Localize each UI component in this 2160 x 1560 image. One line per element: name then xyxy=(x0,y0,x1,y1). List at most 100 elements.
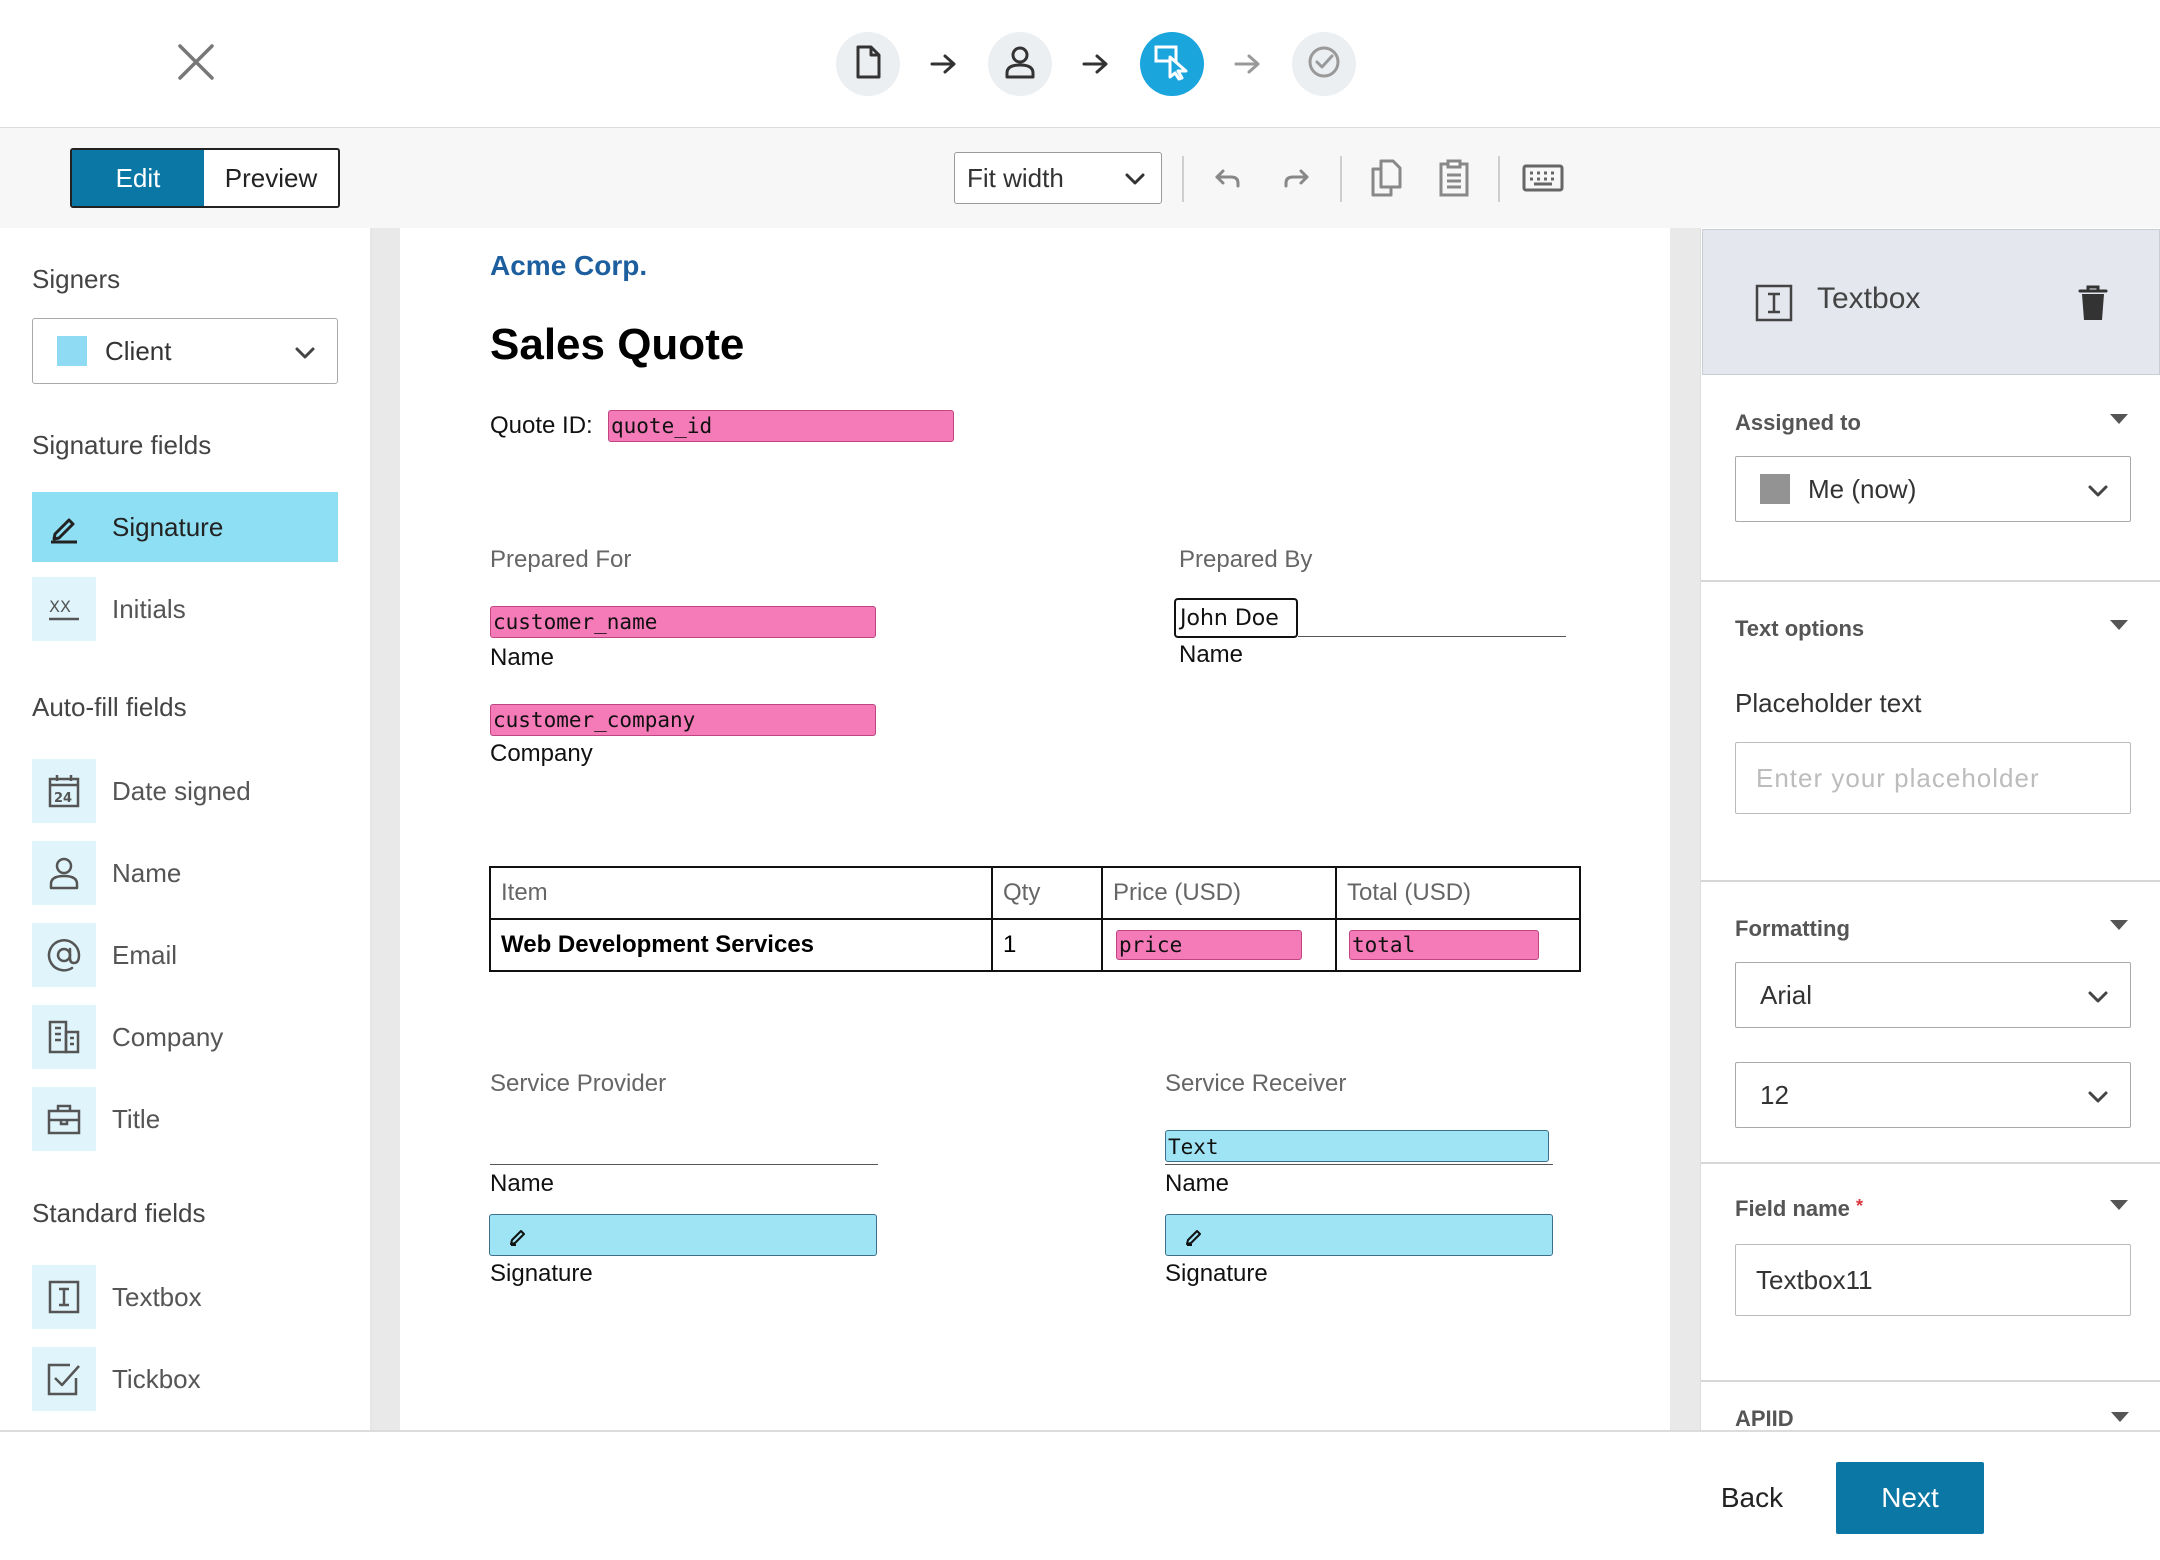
autofill-fields-heading: Auto-fill fields xyxy=(32,692,187,722)
field-palette-sidebar: Signers Client Signature fields Signatur… xyxy=(0,228,372,1430)
next-button[interactable]: Next xyxy=(1836,1462,1984,1534)
mode-toggle: Edit Preview xyxy=(70,148,340,208)
quote-id-field[interactable]: quote_id xyxy=(608,410,954,442)
font-family-select[interactable]: Arial xyxy=(1735,962,2131,1028)
signature-line xyxy=(490,1164,878,1165)
quote-items-table: Item Qty Price (USD) Total (USD) Web Dev… xyxy=(489,866,1581,972)
prepared-for-heading: Prepared For xyxy=(490,546,632,573)
total-field[interactable]: total xyxy=(1349,930,1539,960)
arrow-right-icon xyxy=(928,48,960,80)
next-section-clip: APIID xyxy=(1701,1406,2160,1430)
progress-stepper xyxy=(0,32,2160,96)
signer-select[interactable]: Client xyxy=(32,318,338,384)
zoom-value: Fit width xyxy=(967,162,1064,193)
palette-item-email[interactable]: Email xyxy=(32,920,338,990)
quote-id-label: Quote ID: xyxy=(490,412,593,439)
svg-text:24: 24 xyxy=(54,791,72,806)
palette-item-label: Title xyxy=(112,1103,161,1134)
trash-icon[interactable] xyxy=(2077,284,2109,327)
customer-name-field[interactable]: customer_name xyxy=(490,606,876,638)
palette-item-label: Signature xyxy=(112,511,224,542)
collapse-caret-icon[interactable] xyxy=(2111,1412,2129,1422)
collapse-caret-icon[interactable] xyxy=(2110,920,2128,930)
canvas-gutter-left xyxy=(372,228,400,1430)
customer-company-field[interactable]: customer_company xyxy=(490,704,876,736)
step-document[interactable] xyxy=(836,32,900,96)
pen-icon xyxy=(508,1227,528,1253)
text-options-title: Text options xyxy=(1735,616,1865,641)
signature-label: Signature xyxy=(490,1260,593,1287)
assigned-to-select[interactable]: Me (now) xyxy=(1735,456,2131,522)
chevron-down-icon xyxy=(293,341,317,372)
at-icon xyxy=(32,923,96,987)
palette-item-label: Tickbox xyxy=(112,1363,201,1394)
palette-item-label: Email xyxy=(112,939,178,970)
name-label: Name xyxy=(490,644,555,671)
back-button[interactable]: Back xyxy=(1720,1482,1784,1513)
initials-icon: XX xyxy=(32,577,96,641)
table-header-cell: Total (USD) xyxy=(1335,866,1581,920)
textbox-icon xyxy=(1755,284,1793,327)
step-recipients[interactable] xyxy=(988,32,1052,96)
assigned-to-title: Assigned to xyxy=(1735,410,1861,435)
apiid-title: APIID xyxy=(1735,1406,1794,1430)
service-receiver-heading: Service Receiver xyxy=(1165,1070,1347,1097)
signature-fields-heading: Signature fields xyxy=(32,430,212,460)
signature-line xyxy=(1165,1164,1553,1165)
document-icon xyxy=(853,45,883,84)
section-divider xyxy=(1701,880,2160,882)
collapse-caret-icon[interactable] xyxy=(2110,414,2128,424)
arrow-right-icon xyxy=(1080,48,1112,80)
signer-color-swatch xyxy=(57,336,87,366)
close-icon[interactable] xyxy=(168,34,224,90)
zoom-select[interactable]: Fit width xyxy=(954,152,1162,204)
receiver-signature-field[interactable] xyxy=(1165,1214,1553,1256)
table-cell-qty: 1 xyxy=(991,918,1103,972)
step-review[interactable] xyxy=(1292,32,1356,96)
name-label: Name xyxy=(1179,641,1244,668)
palette-item-company[interactable]: Company xyxy=(32,1002,338,1072)
palette-item-label: Initials xyxy=(112,593,186,624)
step-fields[interactable] xyxy=(1140,32,1204,96)
signature-line xyxy=(1298,636,1566,637)
palette-item-date-signed[interactable]: 24 Date signed xyxy=(32,756,338,826)
building-icon xyxy=(32,1005,96,1069)
receiver-text-field[interactable]: Text xyxy=(1165,1130,1549,1162)
edit-button[interactable]: Edit xyxy=(72,150,204,206)
table-row: Web Development Services 1 price total xyxy=(489,918,1581,972)
palette-item-title[interactable]: Title xyxy=(32,1084,338,1154)
palette-item-initials[interactable]: XX Initials xyxy=(32,574,338,644)
palette-item-name[interactable]: Name xyxy=(32,838,338,908)
font-size-select[interactable]: 12 xyxy=(1735,1062,2131,1128)
palette-item-label: Company xyxy=(112,1021,224,1052)
placeholder-text-input[interactable]: Enter your placeholder xyxy=(1735,742,2131,814)
table-cell-price: price xyxy=(1101,918,1337,972)
signers-heading: Signers xyxy=(32,264,121,294)
provider-signature-field[interactable] xyxy=(489,1214,877,1256)
price-field[interactable]: price xyxy=(1116,930,1302,960)
field-properties-panel: Textbox Assigned to Me (now) Text option… xyxy=(1700,228,2160,1430)
section-divider xyxy=(1701,580,2160,582)
palette-item-label: Date signed xyxy=(112,775,251,806)
palette-item-tickbox[interactable]: Tickbox xyxy=(32,1344,338,1414)
collapse-caret-icon[interactable] xyxy=(2110,1200,2128,1210)
signer-value: Client xyxy=(105,335,172,366)
redo-icon[interactable] xyxy=(1272,154,1320,202)
document-page[interactable]: Acme Corp. Sales Quote Quote ID: quote_i… xyxy=(400,228,1670,1430)
preview-button[interactable]: Preview xyxy=(204,150,338,206)
canvas-gutter-right xyxy=(1670,228,1700,1430)
field-name-title-text: Field name xyxy=(1735,1196,1850,1221)
required-mark: * xyxy=(1856,1196,1864,1216)
palette-item-signature[interactable]: Signature xyxy=(32,492,338,562)
undo-icon[interactable] xyxy=(1204,154,1252,202)
chevron-down-icon xyxy=(2086,1085,2110,1116)
palette-item-textbox[interactable]: Textbox xyxy=(32,1262,338,1332)
preparer-name-field[interactable]: John Doe xyxy=(1174,598,1298,638)
paste-icon[interactable] xyxy=(1430,154,1478,202)
copy-icon[interactable] xyxy=(1362,154,1410,202)
field-name-input[interactable]: Textbox11 xyxy=(1735,1244,2131,1316)
keyboard-icon[interactable] xyxy=(1520,154,1566,202)
panel-header: Textbox xyxy=(1702,229,2160,375)
collapse-caret-icon[interactable] xyxy=(2110,620,2128,630)
panel-title: Textbox xyxy=(1817,282,1921,315)
